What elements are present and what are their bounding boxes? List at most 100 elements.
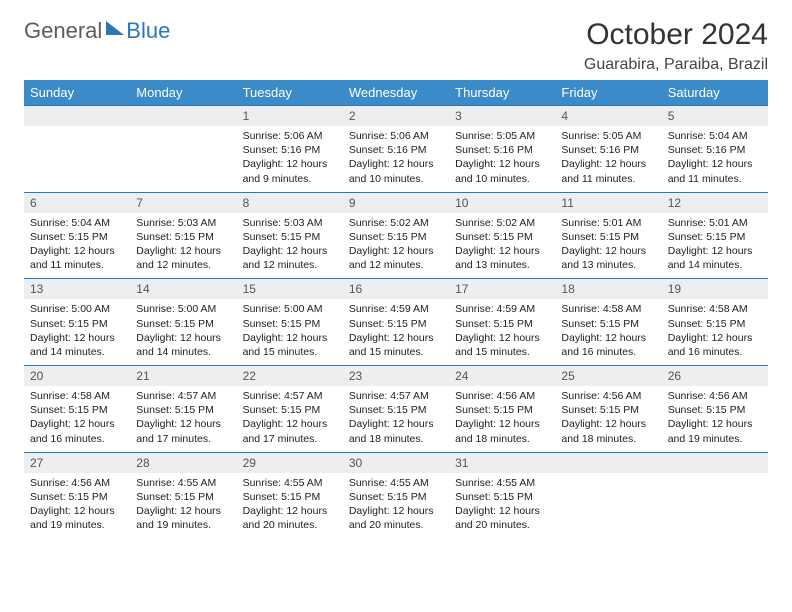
day-number: 24 [449, 365, 555, 386]
logo: General Blue [24, 18, 170, 44]
sunrise-line: Sunrise: 5:02 AM [349, 216, 443, 230]
sunset-line: Sunset: 5:15 PM [668, 403, 762, 417]
calendar-cell: 27Sunrise: 4:56 AMSunset: 5:15 PMDayligh… [24, 452, 130, 539]
sunrise-line: Sunrise: 5:02 AM [455, 216, 549, 230]
day-number: 11 [555, 192, 661, 213]
sunset-line: Sunset: 5:15 PM [561, 230, 655, 244]
day-body: Sunrise: 4:55 AMSunset: 5:15 PMDaylight:… [130, 473, 236, 539]
page-subtitle: Guarabira, Paraiba, Brazil [584, 56, 768, 74]
day-body: Sunrise: 4:58 AMSunset: 5:15 PMDaylight:… [662, 299, 768, 365]
logo-text-blue: Blue [126, 18, 170, 44]
calendar-row: 1Sunrise: 5:06 AMSunset: 5:16 PMDaylight… [24, 105, 768, 192]
day-body: Sunrise: 4:56 AMSunset: 5:15 PMDaylight:… [555, 386, 661, 452]
day-number: 18 [555, 278, 661, 299]
daylight-line: Daylight: 12 hours and 19 minutes. [668, 417, 762, 445]
sunrise-line: Sunrise: 5:06 AM [349, 129, 443, 143]
daylight-line: Daylight: 12 hours and 14 minutes. [30, 331, 124, 359]
sunset-line: Sunset: 5:15 PM [243, 403, 337, 417]
day-number: 29 [237, 452, 343, 473]
sunrise-line: Sunrise: 5:05 AM [455, 129, 549, 143]
sunrise-line: Sunrise: 5:03 AM [243, 216, 337, 230]
calendar-cell: 7Sunrise: 5:03 AMSunset: 5:15 PMDaylight… [130, 192, 236, 279]
calendar-cell: 31Sunrise: 4:55 AMSunset: 5:15 PMDayligh… [449, 452, 555, 539]
day-body: Sunrise: 4:57 AMSunset: 5:15 PMDaylight:… [237, 386, 343, 452]
daylight-line: Daylight: 12 hours and 17 minutes. [243, 417, 337, 445]
day-number: 23 [343, 365, 449, 386]
day-body: Sunrise: 4:56 AMSunset: 5:15 PMDaylight:… [449, 386, 555, 452]
day-number: 30 [343, 452, 449, 473]
calendar-cell [662, 452, 768, 539]
calendar-header-row: SundayMondayTuesdayWednesdayThursdayFrid… [24, 80, 768, 105]
day-body: Sunrise: 4:56 AMSunset: 5:15 PMDaylight:… [662, 386, 768, 452]
sunset-line: Sunset: 5:15 PM [243, 317, 337, 331]
sunset-line: Sunset: 5:15 PM [668, 317, 762, 331]
weekday-header: Saturday [662, 80, 768, 105]
sunrise-line: Sunrise: 5:00 AM [30, 302, 124, 316]
day-body: Sunrise: 4:57 AMSunset: 5:15 PMDaylight:… [130, 386, 236, 452]
calendar-cell: 19Sunrise: 4:58 AMSunset: 5:15 PMDayligh… [662, 278, 768, 365]
day-number: 28 [130, 452, 236, 473]
day-number-empty [555, 452, 661, 473]
sunrise-line: Sunrise: 4:58 AM [561, 302, 655, 316]
weekday-header: Monday [130, 80, 236, 105]
day-body: Sunrise: 4:57 AMSunset: 5:15 PMDaylight:… [343, 386, 449, 452]
sunrise-line: Sunrise: 5:04 AM [668, 129, 762, 143]
day-body: Sunrise: 5:00 AMSunset: 5:15 PMDaylight:… [237, 299, 343, 365]
sunset-line: Sunset: 5:15 PM [30, 230, 124, 244]
day-number: 2 [343, 105, 449, 126]
daylight-line: Daylight: 12 hours and 9 minutes. [243, 157, 337, 185]
sunrise-line: Sunrise: 4:56 AM [668, 389, 762, 403]
sunrise-line: Sunrise: 4:55 AM [455, 476, 549, 490]
sunrise-line: Sunrise: 5:00 AM [136, 302, 230, 316]
day-body: Sunrise: 4:59 AMSunset: 5:15 PMDaylight:… [343, 299, 449, 365]
day-body: Sunrise: 5:01 AMSunset: 5:15 PMDaylight:… [555, 213, 661, 279]
sunrise-line: Sunrise: 5:00 AM [243, 302, 337, 316]
day-body: Sunrise: 5:04 AMSunset: 5:16 PMDaylight:… [662, 126, 768, 192]
daylight-line: Daylight: 12 hours and 16 minutes. [30, 417, 124, 445]
calendar-cell: 29Sunrise: 4:55 AMSunset: 5:15 PMDayligh… [237, 452, 343, 539]
daylight-line: Daylight: 12 hours and 17 minutes. [136, 417, 230, 445]
day-body: Sunrise: 5:06 AMSunset: 5:16 PMDaylight:… [237, 126, 343, 192]
daylight-line: Daylight: 12 hours and 18 minutes. [561, 417, 655, 445]
sunset-line: Sunset: 5:15 PM [349, 490, 443, 504]
daylight-line: Daylight: 12 hours and 18 minutes. [455, 417, 549, 445]
day-body: Sunrise: 4:58 AMSunset: 5:15 PMDaylight:… [24, 386, 130, 452]
calendar-cell: 6Sunrise: 5:04 AMSunset: 5:15 PMDaylight… [24, 192, 130, 279]
calendar-cell [555, 452, 661, 539]
day-number: 13 [24, 278, 130, 299]
day-number: 16 [343, 278, 449, 299]
day-number: 7 [130, 192, 236, 213]
sunset-line: Sunset: 5:15 PM [136, 490, 230, 504]
sunrise-line: Sunrise: 4:59 AM [349, 302, 443, 316]
day-body: Sunrise: 4:58 AMSunset: 5:15 PMDaylight:… [555, 299, 661, 365]
day-body: Sunrise: 5:00 AMSunset: 5:15 PMDaylight:… [24, 299, 130, 365]
daylight-line: Daylight: 12 hours and 20 minutes. [243, 504, 337, 532]
daylight-line: Daylight: 12 hours and 15 minutes. [455, 331, 549, 359]
day-number: 25 [555, 365, 661, 386]
sunrise-line: Sunrise: 5:04 AM [30, 216, 124, 230]
daylight-line: Daylight: 12 hours and 11 minutes. [30, 244, 124, 272]
sunset-line: Sunset: 5:15 PM [136, 403, 230, 417]
day-body: Sunrise: 5:00 AMSunset: 5:15 PMDaylight:… [130, 299, 236, 365]
calendar-cell: 3Sunrise: 5:05 AMSunset: 5:16 PMDaylight… [449, 105, 555, 192]
day-body: Sunrise: 5:02 AMSunset: 5:15 PMDaylight:… [449, 213, 555, 279]
calendar-cell: 28Sunrise: 4:55 AMSunset: 5:15 PMDayligh… [130, 452, 236, 539]
day-number: 3 [449, 105, 555, 126]
sunrise-line: Sunrise: 5:01 AM [561, 216, 655, 230]
day-body: Sunrise: 4:56 AMSunset: 5:15 PMDaylight:… [24, 473, 130, 539]
calendar-cell: 14Sunrise: 5:00 AMSunset: 5:15 PMDayligh… [130, 278, 236, 365]
daylight-line: Daylight: 12 hours and 11 minutes. [668, 157, 762, 185]
calendar-cell: 30Sunrise: 4:55 AMSunset: 5:15 PMDayligh… [343, 452, 449, 539]
day-number: 20 [24, 365, 130, 386]
daylight-line: Daylight: 12 hours and 11 minutes. [561, 157, 655, 185]
daylight-line: Daylight: 12 hours and 12 minutes. [349, 244, 443, 272]
sunrise-line: Sunrise: 4:56 AM [30, 476, 124, 490]
sunrise-line: Sunrise: 4:57 AM [243, 389, 337, 403]
daylight-line: Daylight: 12 hours and 19 minutes. [136, 504, 230, 532]
day-body: Sunrise: 5:04 AMSunset: 5:15 PMDaylight:… [24, 213, 130, 279]
daylight-line: Daylight: 12 hours and 20 minutes. [349, 504, 443, 532]
calendar-cell: 15Sunrise: 5:00 AMSunset: 5:15 PMDayligh… [237, 278, 343, 365]
sunset-line: Sunset: 5:15 PM [561, 317, 655, 331]
weekday-header: Thursday [449, 80, 555, 105]
day-number: 22 [237, 365, 343, 386]
